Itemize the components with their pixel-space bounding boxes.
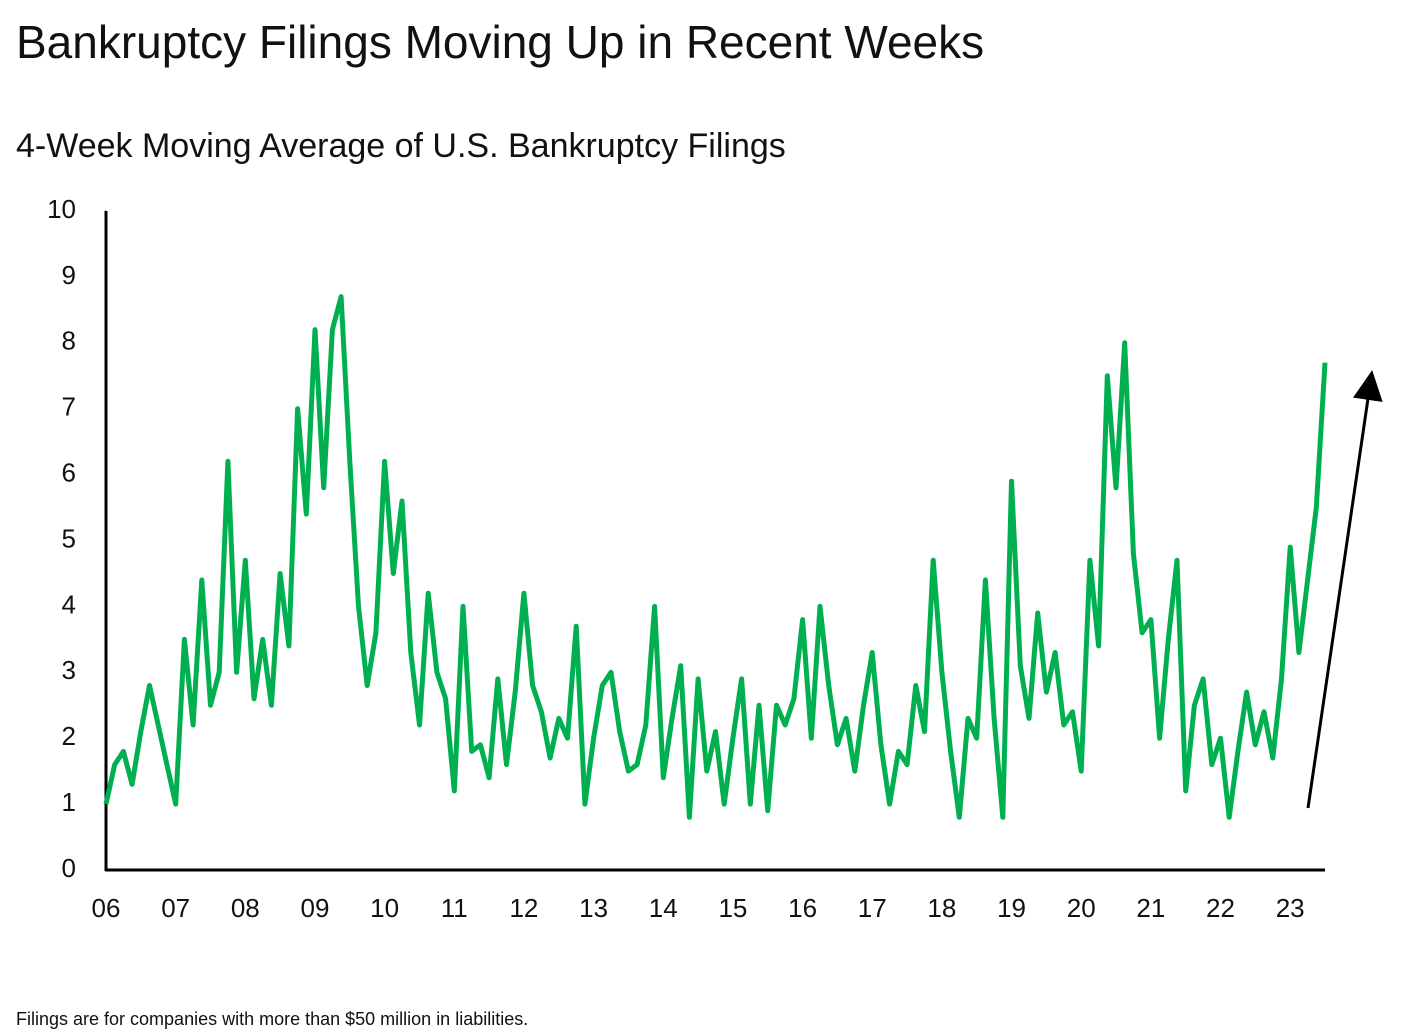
- footnote: Filings are for companies with more than…: [16, 1009, 528, 1029]
- x-tick-label: 10: [370, 893, 399, 923]
- y-tick-label: 3: [62, 655, 76, 685]
- y-tick-label: 0: [62, 853, 76, 883]
- x-tick-label: 11: [441, 893, 468, 923]
- y-tick-label: 5: [62, 523, 76, 553]
- x-tick-label: 19: [997, 893, 1026, 923]
- y-tick-label: 10: [47, 194, 76, 224]
- y-tick-label: 1: [62, 787, 76, 817]
- x-tick-label: 20: [1067, 893, 1096, 923]
- x-tick-label: 17: [858, 893, 887, 923]
- x-tick-label: 18: [927, 893, 956, 923]
- x-tick-label: 14: [649, 893, 678, 923]
- y-tick-label: 6: [62, 457, 76, 487]
- x-tick-label: 16: [788, 893, 817, 923]
- y-tick-label: 4: [62, 589, 76, 619]
- chart-title: Bankruptcy Filings Moving Up in Recent W…: [16, 16, 984, 68]
- y-tick-label: 9: [62, 260, 76, 290]
- x-tick-label: 23: [1276, 893, 1305, 923]
- x-tick-label: 21: [1136, 893, 1165, 923]
- chart-subtitle: 4-Week Moving Average of U.S. Bankruptcy…: [16, 127, 786, 165]
- trend-arrow: [1306, 370, 1383, 809]
- x-tick-label: 22: [1206, 893, 1235, 923]
- x-tick-label: 06: [92, 893, 121, 923]
- y-tick-label: 7: [62, 392, 76, 422]
- x-tick-label: 08: [231, 893, 260, 923]
- data-line: [103, 294, 1328, 820]
- y-tick-label: 2: [62, 721, 76, 751]
- x-tick-label: 07: [161, 893, 190, 923]
- x-tick-label: 09: [301, 893, 330, 923]
- y-tick-label: 8: [62, 326, 76, 356]
- x-tick-label: 13: [579, 893, 608, 923]
- x-tick-label: 15: [718, 893, 747, 923]
- x-tick-label: 12: [509, 893, 538, 923]
